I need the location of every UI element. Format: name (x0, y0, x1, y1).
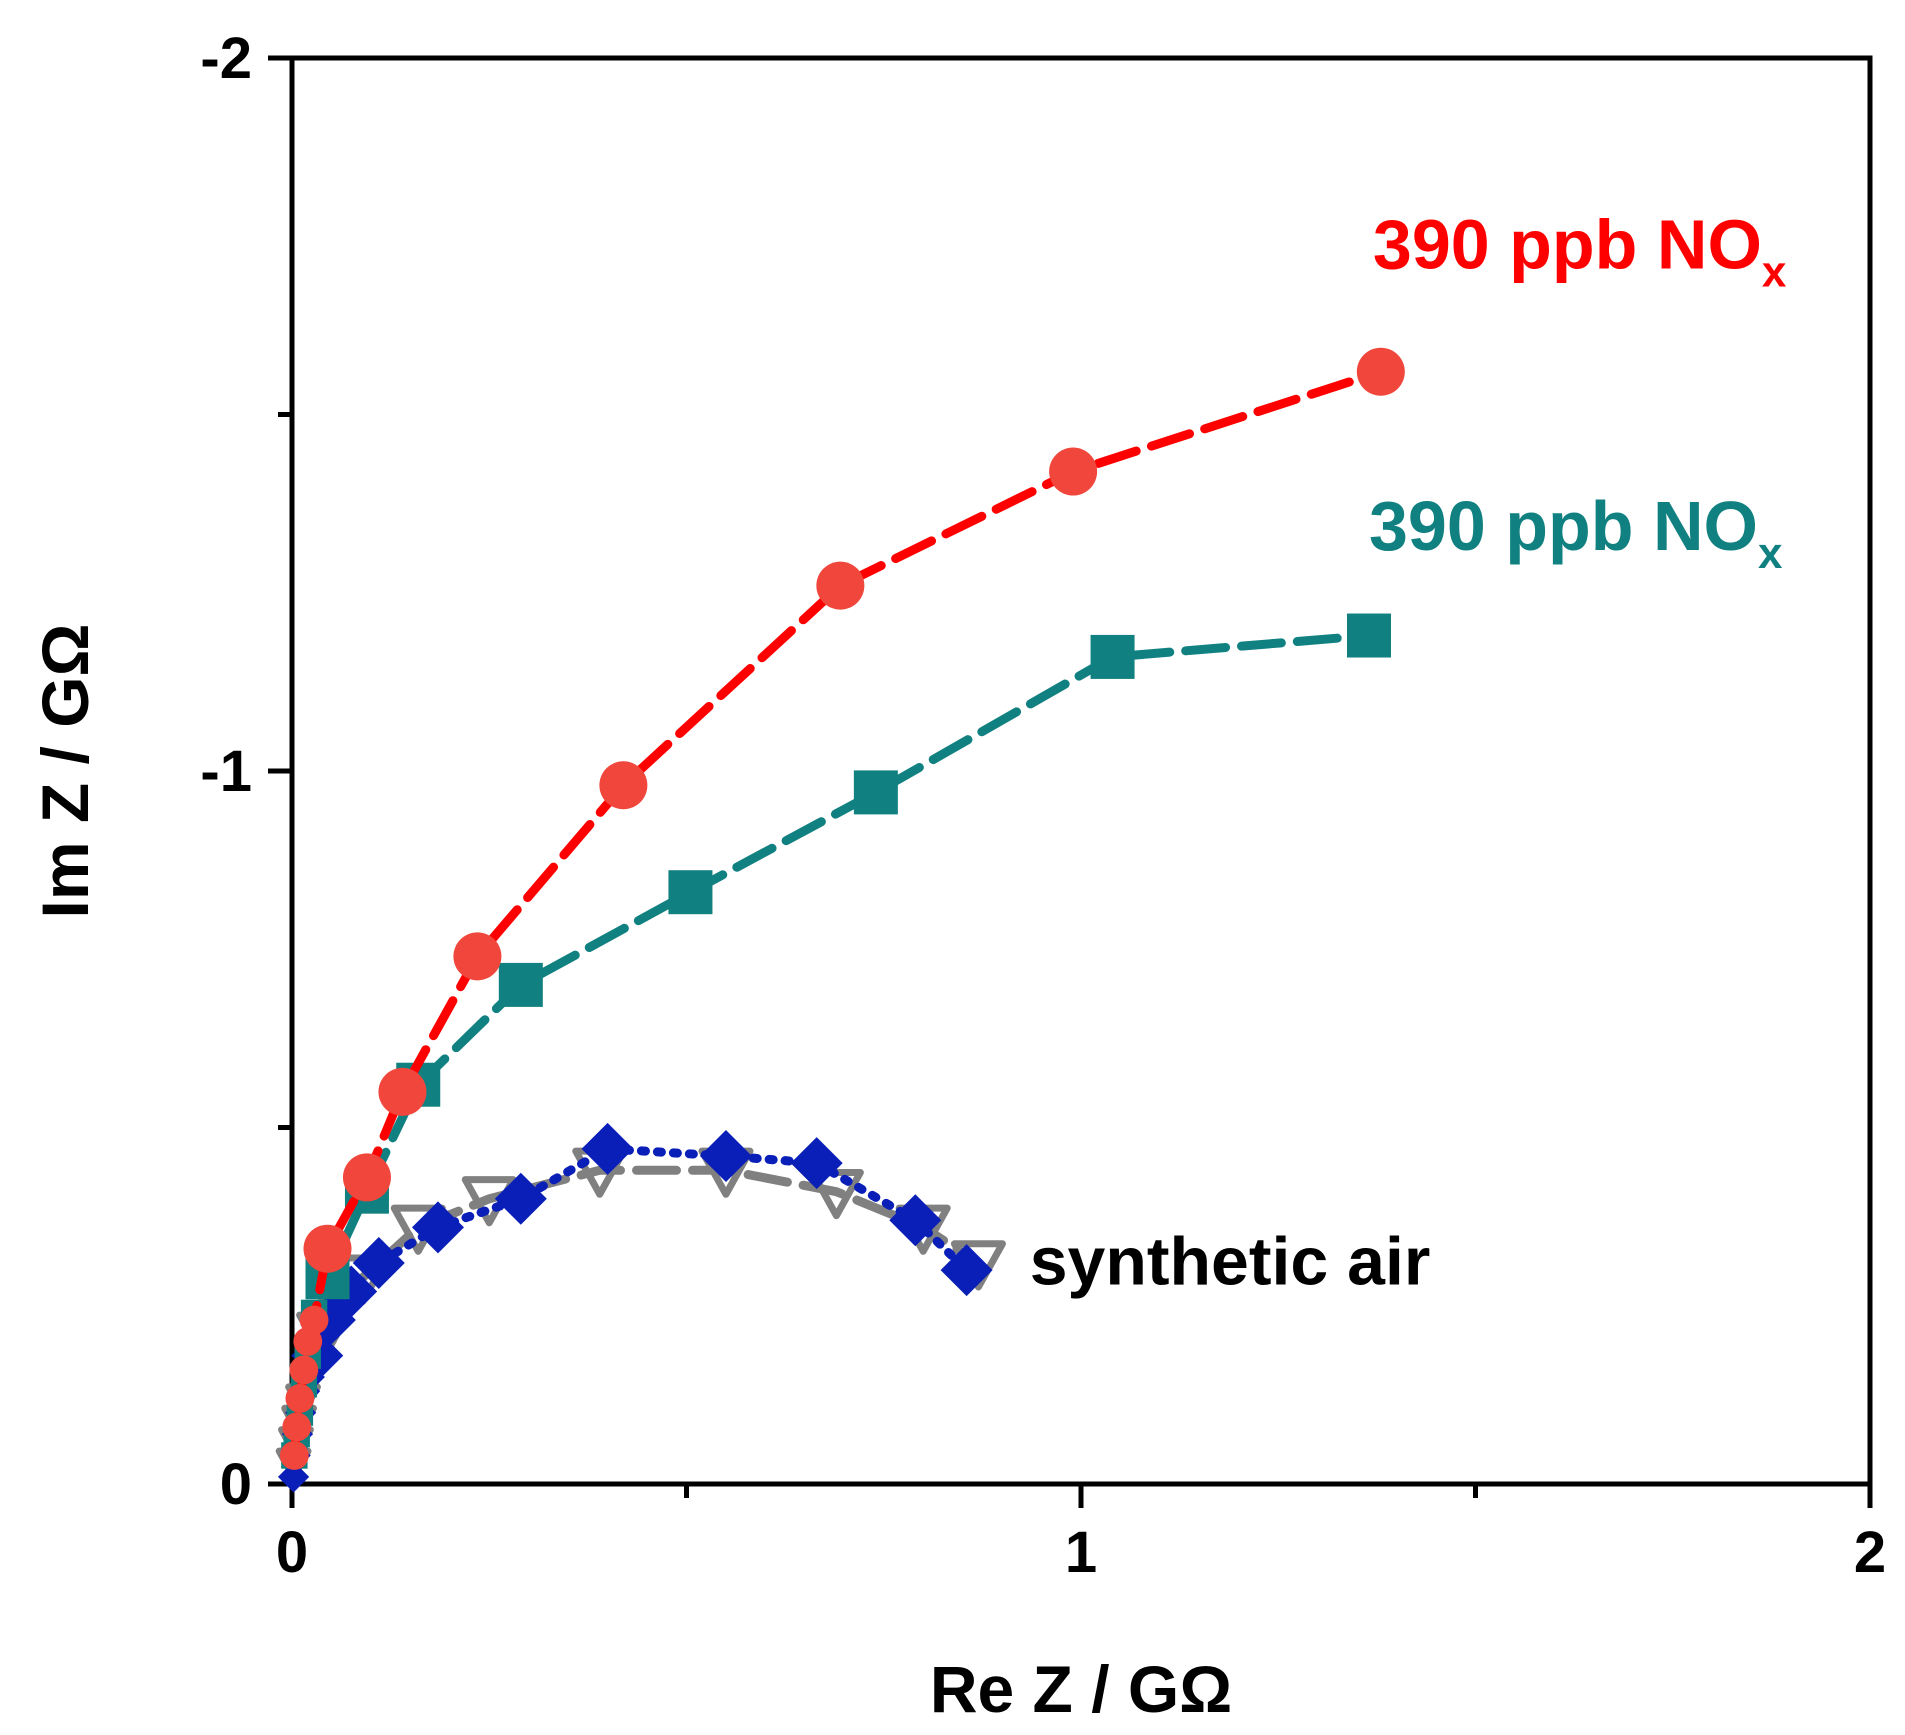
data-point-circle (279, 1441, 309, 1470)
data-point-circle (599, 761, 648, 810)
annotation-text: 390 ppb NO (1373, 205, 1762, 283)
series-circle (279, 347, 1405, 1470)
data-point-circle (303, 1224, 352, 1273)
data-point-diamond (411, 1201, 464, 1254)
data-point-diamond (940, 1244, 993, 1297)
y-tick-label: 0 (220, 1452, 252, 1517)
data-point-diamond (352, 1236, 405, 1289)
data-point-diamond (790, 1137, 843, 1190)
data-series (275, 347, 1405, 1493)
data-point-circle (453, 932, 502, 981)
data-point-circle (282, 1412, 312, 1442)
x-tick-label: 0 (276, 1520, 308, 1585)
data-point-circle (1356, 347, 1405, 396)
axis-tick-labels: 0 1 2 0 -1 -2 (200, 26, 1886, 1585)
data-point-circle (285, 1384, 315, 1413)
y-tick-label: -1 (200, 739, 252, 804)
annotation-text: synthetic air (1030, 1223, 1431, 1299)
series-diamond (277, 1122, 993, 1493)
data-point-circle (289, 1355, 319, 1385)
data-point-square (498, 962, 543, 1007)
series-line (289, 631, 1374, 1460)
annotation-label: 390 ppb NOx (1369, 487, 1783, 578)
data-point-circle (1049, 447, 1098, 496)
annotation-subscript: x (1758, 529, 1783, 578)
data-point-circle (378, 1067, 427, 1116)
data-point-diamond (699, 1130, 752, 1183)
y-tick-label: -2 (200, 26, 252, 91)
x-tick-label: 2 (1854, 1520, 1886, 1585)
data-point-diamond (581, 1122, 634, 1175)
data-point-square (1090, 634, 1135, 679)
annotation-label: 390 ppb NOx (1373, 205, 1787, 296)
data-point-circle (816, 561, 865, 610)
plot-area (289, 55, 1873, 1487)
data-point-square (853, 770, 898, 815)
data-point-circle (342, 1153, 391, 1202)
data-point-diamond (277, 1461, 310, 1493)
x-axis-label: Re Z / GΩ (930, 1652, 1232, 1726)
annotation-subscript: x (1762, 247, 1787, 296)
data-point-square (1346, 613, 1391, 658)
data-point-square (668, 870, 713, 915)
y-axis-label: Im Z / GΩ (28, 624, 102, 919)
data-point-diamond (889, 1194, 942, 1247)
x-tick-label: 1 (1065, 1520, 1097, 1585)
annotation-label: synthetic air (1030, 1223, 1431, 1299)
data-point-circle (299, 1305, 329, 1335)
data-point-diamond (494, 1172, 547, 1225)
annotation-text: 390 ppb NO (1369, 487, 1758, 565)
